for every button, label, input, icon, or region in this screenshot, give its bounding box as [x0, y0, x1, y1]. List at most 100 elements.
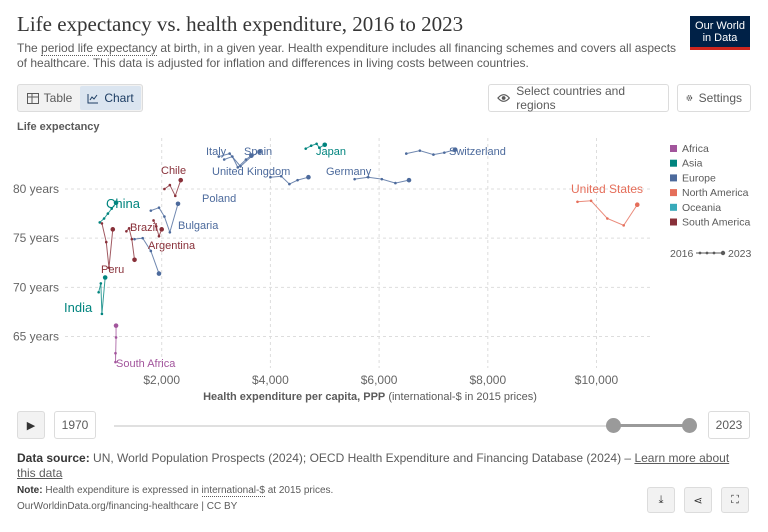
- data-point: [622, 224, 625, 227]
- data-point: [127, 227, 131, 230]
- data-point: [250, 155, 253, 158]
- x-tick-label: $2,000: [143, 373, 180, 387]
- data-point: [114, 336, 118, 339]
- legend-swatch: [670, 203, 677, 211]
- country-label: Poland: [202, 193, 236, 205]
- series-united-states: [576, 199, 640, 227]
- timeline-end-handle[interactable]: [682, 418, 697, 433]
- series-chile: [163, 177, 184, 198]
- data-point-end: [156, 271, 162, 276]
- data-point: [279, 174, 283, 178]
- play-icon: ▶: [26, 419, 36, 432]
- country-label: Spain: [244, 146, 272, 158]
- series-germany: [353, 175, 412, 185]
- country-label: United States: [571, 182, 643, 196]
- series-spain: [217, 149, 262, 168]
- country-label: China: [106, 196, 141, 211]
- series-line: [115, 325, 117, 363]
- data-point: [168, 230, 172, 234]
- chart-title: Life expectancy vs. health expenditure, …: [17, 12, 464, 36]
- data-point-end: [257, 149, 262, 154]
- country-label: Brazil: [130, 222, 158, 234]
- y-ticks: 65 years 70 years 75 years 80 years: [13, 182, 59, 344]
- series-line: [126, 227, 136, 260]
- line-chart-icon: [87, 93, 99, 103]
- data-point: [168, 183, 172, 187]
- series-japan: [304, 142, 328, 150]
- country-label: South Africa: [116, 358, 176, 370]
- download-button[interactable]: ⤓: [647, 487, 675, 513]
- data-point: [606, 217, 609, 220]
- data-point: [228, 152, 231, 155]
- tab-table[interactable]: Table: [19, 86, 80, 110]
- country-label: Germany: [326, 166, 372, 178]
- select-countries-button[interactable]: Select countries and regions: [488, 84, 669, 112]
- data-point: [163, 187, 166, 191]
- data-point: [296, 178, 299, 182]
- legend-label: Europe: [682, 172, 716, 184]
- timeline-start-handle[interactable]: [606, 418, 621, 433]
- x-tick-label: $4,000: [252, 373, 289, 387]
- timeline-end-year[interactable]: 2023: [708, 411, 750, 439]
- data-point: [152, 219, 155, 222]
- share-button[interactable]: ⋖: [684, 487, 712, 513]
- source-url[interactable]: OurWorldinData.org/financing-healthcare …: [17, 501, 238, 512]
- data-source: Data source: UN, World Population Prospe…: [17, 451, 730, 480]
- data-point: [380, 177, 384, 181]
- legend-year-dot-end: [720, 250, 726, 256]
- data-point: [149, 249, 153, 253]
- data-point: [304, 147, 308, 150]
- legend-year-dot: [698, 251, 702, 255]
- eye-icon: [497, 94, 511, 102]
- y-tick-label: 75 years: [13, 231, 59, 245]
- scatter-chart: Life expectancy 65 years 70 years 75 years…: [13, 121, 752, 403]
- legend-swatch: [670, 189, 677, 197]
- data-point: [106, 212, 110, 215]
- data-point: [239, 165, 242, 168]
- data-point: [130, 237, 134, 241]
- data-point: [394, 181, 397, 185]
- timeline-start-year[interactable]: 1970: [54, 411, 96, 439]
- table-icon: [26, 92, 39, 104]
- data-point: [97, 290, 100, 294]
- owid-logo[interactable]: Our World in Data: [690, 16, 750, 50]
- settings-button[interactable]: Settings: [677, 84, 751, 112]
- data-point: [443, 151, 446, 154]
- series-argentina: [152, 219, 164, 238]
- timeline-track[interactable]: [114, 425, 696, 427]
- play-button[interactable]: ▶: [17, 411, 45, 439]
- learn-more-link[interactable]: Learn more about this data: [17, 451, 730, 480]
- y-tick-label: 80 years: [13, 182, 59, 196]
- legend-label: South America: [682, 217, 750, 229]
- legend-year-dot: [712, 251, 716, 255]
- data-point: [315, 142, 318, 146]
- data-point: [114, 351, 117, 355]
- data-point: [107, 266, 111, 269]
- country-label: Italy: [206, 146, 227, 158]
- x-tick-label: $6,000: [361, 373, 398, 387]
- series-line: [153, 220, 163, 238]
- legend-label: Oceania: [682, 202, 721, 214]
- data-point: [100, 312, 104, 316]
- data-point: [125, 229, 128, 233]
- fullscreen-button[interactable]: ⛶: [721, 487, 749, 513]
- data-point-end: [452, 147, 458, 152]
- country-label: Peru: [101, 264, 124, 276]
- tab-chart[interactable]: Chart: [80, 86, 141, 110]
- period-life-expectancy-link[interactable]: period life expectancy: [41, 41, 158, 56]
- legend-label: Africa: [682, 143, 709, 155]
- series-line: [98, 277, 106, 314]
- legend-label: Asia: [682, 158, 703, 170]
- x-tick-label: $8,000: [469, 373, 506, 387]
- data-point-end: [306, 174, 311, 180]
- data-point: [318, 146, 321, 149]
- data-point: [114, 360, 117, 364]
- fullscreen-icon: ⛶: [731, 493, 739, 506]
- legend-year-end: 2023: [728, 248, 752, 260]
- series-line: [577, 200, 638, 227]
- international-dollar-link[interactable]: international-$: [201, 485, 265, 497]
- data-point: [110, 207, 113, 210]
- data-point: [432, 153, 435, 156]
- data-point: [149, 209, 153, 212]
- data-point: [244, 158, 248, 161]
